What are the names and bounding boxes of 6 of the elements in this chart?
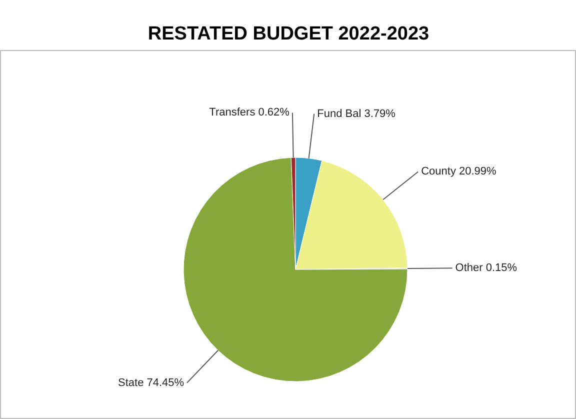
chart-title: RESTATED BUDGET 2022-2023	[148, 24, 430, 44]
slice-label: Other 0.15%	[455, 262, 518, 274]
slice-label: Transfers 0.62%	[209, 106, 290, 119]
slice-label: Fund Bal 3.79%	[317, 108, 396, 120]
slice-label: County 20.99%	[421, 166, 497, 178]
slice-label: State 74.45%	[118, 376, 184, 389]
